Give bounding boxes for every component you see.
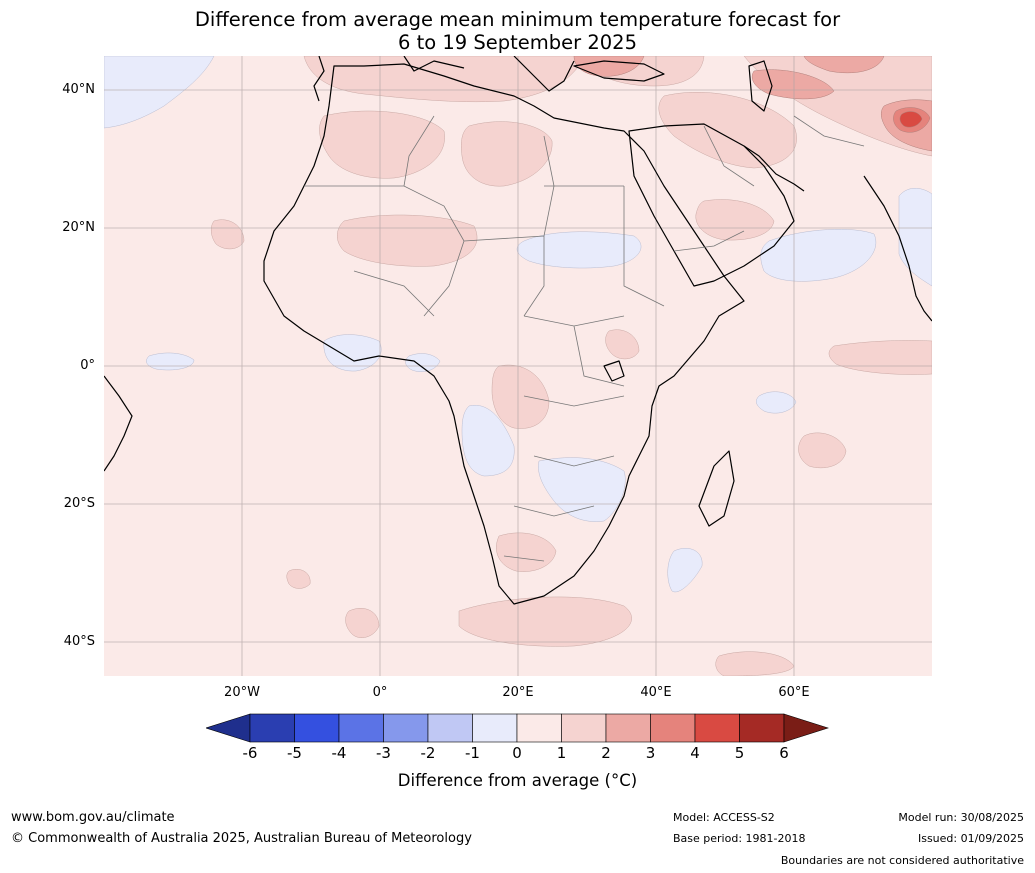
colorbar-cell	[472, 713, 518, 743]
country-borders	[304, 115, 865, 562]
colorbar-cell	[605, 713, 651, 743]
sahara-east-cool-area	[516, 231, 642, 269]
colorbar	[205, 713, 830, 743]
colorbar-cell	[650, 713, 696, 743]
colorbar-cell	[249, 713, 295, 743]
issued-text: Issued: 01/09/2025	[917, 832, 1024, 845]
south-america-coastline	[104, 375, 133, 472]
colorbar-tick-label: -6	[242, 744, 258, 762]
indian-ocean-cool-spot	[756, 391, 797, 414]
colorbar-cell	[427, 713, 473, 743]
atlantic-nw-cool-area	[104, 56, 215, 129]
arabia-warm-area	[695, 199, 775, 241]
lat-label-0: 0°	[80, 358, 95, 373]
colorbar-extend-high	[783, 713, 829, 743]
congo-coast-cool-area	[405, 353, 441, 372]
congo-warm-area	[491, 364, 550, 429]
colorbar-svg	[205, 713, 829, 743]
angola-cool-area	[461, 404, 515, 477]
caspian-coastline	[748, 60, 773, 112]
lake-victoria-coastline	[603, 360, 625, 382]
east-africa-warm-area	[605, 329, 640, 360]
persia-strong-area	[803, 56, 885, 74]
colorbar-extend-low	[205, 713, 251, 743]
colorbar-tick-label: -1	[465, 744, 480, 762]
colorbar-tick-label: 2	[601, 744, 611, 762]
colorbar-tick-label: 0	[512, 744, 522, 762]
caspian-strong-area	[751, 69, 835, 100]
arabia-cool-area	[760, 229, 876, 282]
colorbar-tick-label: -3	[376, 744, 391, 762]
model-text: Model: ACCESS-S2	[673, 811, 775, 824]
southern-africa-cool-area	[538, 457, 626, 522]
disclaimer-text: Boundaries are not considered authoritat…	[780, 854, 1024, 867]
colorbar-cell	[294, 713, 340, 743]
colorbar-tick-label: 6	[779, 744, 789, 762]
copyright-text: © Commonwealth of Australia 2025, Austra…	[11, 831, 472, 846]
indian-ocean-warm-area	[828, 340, 932, 375]
libya-warm-area	[461, 121, 553, 187]
gulf-of-guinea-cool-area	[323, 334, 382, 372]
madagascar-channel-cool-area	[667, 548, 703, 593]
colorbar-cell	[739, 713, 785, 743]
colorbar-cell	[338, 713, 384, 743]
forecast-map	[104, 56, 932, 676]
atlantic-south-warm-spot	[286, 568, 311, 589]
persian-gulf-coastline	[743, 145, 805, 192]
colorbar-tick-label: 4	[690, 744, 700, 762]
southern-ocean-warm-area	[458, 596, 632, 647]
india-cool-area	[898, 188, 932, 287]
europe-coastline	[313, 56, 575, 102]
colorbar-cell	[561, 713, 607, 743]
title-line-2: 6 to 19 September 2025	[398, 31, 637, 54]
colorbar-cell	[516, 713, 562, 743]
title-line-1: Difference from average mean minimum tem…	[194, 8, 841, 31]
colorbar-label: Difference from average (°C)	[397, 771, 638, 790]
colorbar-tick-label: -4	[331, 744, 347, 762]
graticule	[104, 56, 932, 676]
base-period-text: Base period: 1981-2018	[673, 832, 806, 845]
atlantic-west-cool-area	[146, 352, 195, 371]
sahara-west-warm-area	[319, 110, 445, 179]
madagascar-east-warm-area	[798, 432, 847, 469]
coastlines	[104, 56, 932, 605]
colorbar-tick-label: -2	[420, 744, 436, 762]
arabia-coastline	[628, 123, 795, 287]
lon-label-0: 0°	[372, 685, 388, 700]
sahel-warm-area	[337, 214, 478, 267]
model-run-text: Model run: 30/08/2025	[898, 811, 1024, 824]
himalaya-peak-area	[899, 111, 923, 128]
madagascar-coastline	[698, 450, 735, 527]
west-coast-warm-area	[211, 219, 245, 250]
lon-label-20w: 20°W	[224, 685, 260, 700]
lat-label-40s: 40°S	[63, 634, 95, 649]
website-link[interactable]: www.bom.gov.au/climate	[11, 810, 175, 825]
map-title: Difference from average mean minimum tem…	[0, 8, 1035, 54]
south-africa-warm-area	[496, 532, 557, 572]
middle-east-warm-area	[658, 92, 797, 169]
colorbar-cell	[694, 713, 740, 743]
india-coastline	[863, 175, 932, 322]
lon-label-60e: 60°E	[778, 685, 810, 700]
black-sea-coastline	[573, 60, 665, 82]
lat-label-20s: 20°S	[63, 496, 95, 511]
lon-label-40e: 40°E	[640, 685, 672, 700]
colorbar-tick-label: 5	[734, 744, 745, 762]
southern-ocean-warm-area-3	[345, 608, 380, 638]
southern-ocean-warm-area-2	[715, 651, 795, 676]
strong-positive-areas	[573, 56, 932, 152]
colorbar-tick-label: 3	[645, 744, 656, 762]
map-svg	[104, 56, 932, 676]
lat-label-40n: 40°N	[62, 82, 95, 97]
colorbar-tick-label: 1	[556, 744, 567, 762]
colorbar-tick-label: -5	[287, 744, 302, 762]
lon-label-20e: 20°E	[502, 685, 534, 700]
colorbar-cell	[383, 713, 429, 743]
lat-label-20n: 20°N	[62, 220, 95, 235]
africa-coastline	[263, 63, 745, 605]
